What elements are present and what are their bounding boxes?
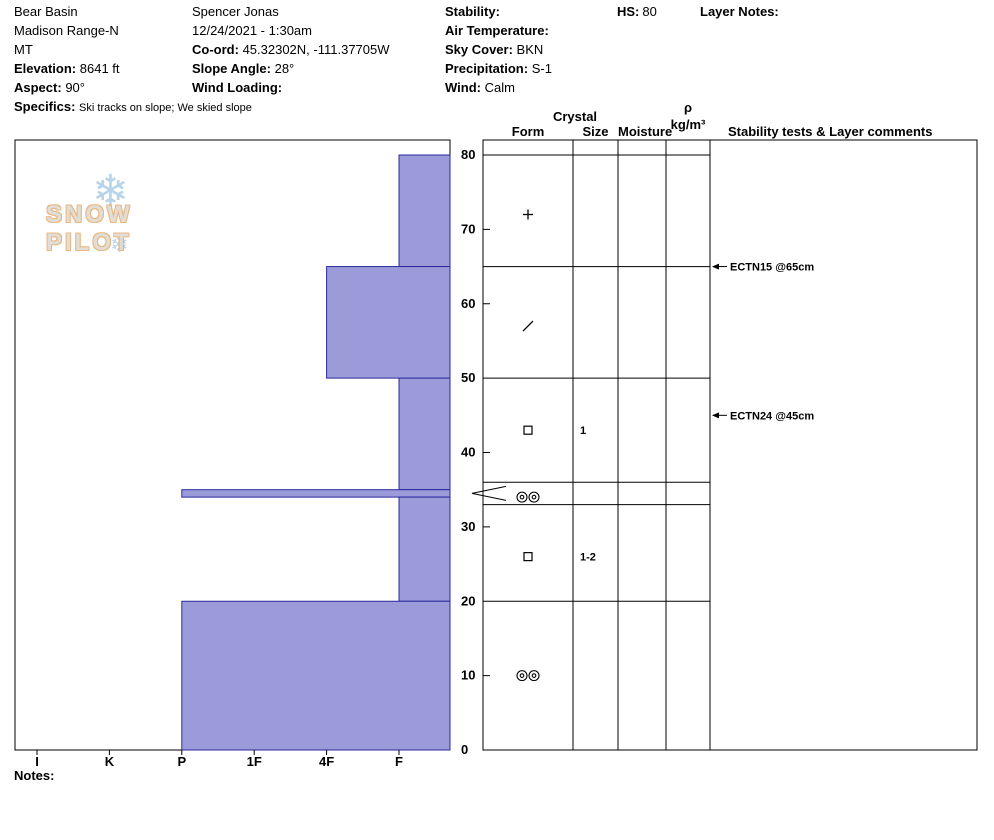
header-weather-block: Stability: Air Temperature: Sky Cover: B…	[445, 2, 552, 97]
slope-angle-value: 28°	[274, 61, 295, 76]
sky-cover-line: Sky Cover: BKN	[445, 40, 552, 59]
grid-border	[482, 139, 978, 751]
grain-circle-icon	[531, 673, 537, 678]
x-axis-label: P	[177, 754, 186, 769]
y-axis-label: 30	[461, 519, 475, 534]
hardness-bar-F	[398, 377, 451, 491]
hs-label: HS:	[617, 4, 640, 19]
grain-circle-icon	[516, 491, 528, 503]
air-temp-line: Air Temperature:	[445, 21, 552, 40]
y-axis-label: 70	[461, 221, 475, 236]
precip-label: Precipitation:	[445, 61, 529, 76]
test-arrow-icon	[712, 412, 719, 419]
air-temp-label: Air Temperature:	[445, 23, 549, 38]
grain-circle-icon	[516, 670, 528, 682]
wind-label: Wind:	[445, 80, 481, 95]
coord-label: Co-ord:	[192, 42, 239, 57]
snowflake-icon: ❄	[92, 167, 129, 216]
mountain-range: Madison Range-N	[14, 23, 119, 38]
y-axis-label: 20	[461, 593, 475, 608]
grain-square-icon	[523, 425, 533, 435]
header-observer-block: Spencer Jonas 12/24/2021 - 1:30am Co-ord…	[192, 2, 390, 97]
grain-circle-icon	[528, 670, 540, 682]
wind-value: Calm	[484, 80, 515, 95]
wind-line: Wind: Calm	[445, 78, 552, 97]
y-axis-label: 60	[461, 296, 475, 311]
specifics-line: Specifics: Ski tracks on slope; We skied…	[14, 99, 252, 116]
coord-value: 45.32302N, -111.37705W	[242, 42, 390, 57]
hardness-bar-4F	[326, 266, 451, 379]
layer-of-concern-marker	[471, 485, 507, 501]
watermark-text: SNOW PILOT	[46, 201, 133, 256]
size-header: Size	[582, 124, 609, 139]
hardness-bar-F	[398, 496, 451, 602]
grain-size-value: 1	[580, 425, 586, 437]
x-axis-label: 4F	[319, 754, 334, 769]
slope-angle-label: Slope Angle:	[192, 61, 271, 76]
test-arrow-icon	[712, 263, 719, 270]
stability-label: Stability:	[445, 4, 500, 19]
aspect-label: Aspect:	[14, 80, 62, 95]
wind-loading-line: Wind Loading:	[192, 78, 390, 97]
specifics-label: Specifics:	[14, 99, 76, 114]
elevation-label: Elevation:	[14, 61, 77, 76]
sky-cover-label: Sky Cover:	[445, 42, 513, 57]
layer-notes-label: Layer Notes:	[700, 4, 779, 19]
density-header: ρ	[683, 100, 693, 115]
grain-circle-icon	[531, 494, 537, 500]
coord-line: Co-ord: 45.32302N, -111.37705W	[192, 40, 390, 59]
moisture-header: Moisture	[618, 124, 673, 139]
grain-circle-icon	[528, 491, 540, 503]
crystal-header: Crystal	[552, 109, 598, 124]
test-result-label: ECTN15 @65cm	[730, 262, 814, 274]
precip-line: Precipitation: S-1	[445, 59, 552, 78]
site-name: Bear Basin	[14, 4, 78, 19]
y-axis-label: 40	[461, 445, 475, 460]
grain-circle-icon	[519, 673, 525, 678]
test-result-label: ECTN24 @45cm	[730, 410, 814, 422]
grain-square-icon	[523, 552, 533, 562]
observer-name: Spencer Jonas	[192, 4, 279, 19]
stability-line: Stability:	[445, 2, 552, 21]
form-header: Form	[511, 124, 545, 139]
x-axis-label: K	[105, 754, 115, 769]
elevation-value: 8641 ft	[79, 61, 120, 76]
x-axis-label: I	[35, 754, 39, 769]
x-axis-label: 1F	[247, 754, 262, 769]
grain-size-value: 1-2	[580, 552, 596, 564]
stability-tests-header: Stability tests & Layer comments	[728, 124, 933, 139]
specifics-value: Ski tracks on slope; We skied slope	[79, 102, 252, 114]
state: MT	[14, 42, 33, 57]
slope-angle-line: Slope Angle: 28°	[192, 59, 390, 78]
aspect-value: 90°	[65, 80, 85, 95]
y-axis-label: 10	[461, 668, 475, 683]
x-axis-label: F	[395, 754, 403, 769]
precip-value: S-1	[531, 61, 552, 76]
y-axis-label: 80	[461, 147, 475, 162]
hardness-bar-P	[181, 600, 451, 751]
hardness-bar-F	[398, 154, 451, 268]
header-location-block: Bear Basin Madison Range-N MT Elevation:…	[14, 2, 120, 97]
y-axis-label: 0	[461, 742, 468, 757]
hardness-bar-P	[181, 489, 451, 498]
elevation-line: Elevation: 8641 ft	[14, 59, 120, 78]
notes-label: Notes:	[14, 768, 55, 783]
density-units-label: kg/m³	[670, 117, 706, 132]
snowflake-icon: ❄	[110, 232, 129, 257]
grain-circle-icon	[519, 494, 525, 500]
sky-cover-value: BKN	[516, 42, 544, 57]
grain-slash-icon	[522, 320, 534, 332]
hs-line: HS: 80	[617, 4, 657, 19]
y-axis-label: 50	[461, 370, 475, 385]
hs-value: 80	[642, 4, 657, 19]
wind-loading-label: Wind Loading:	[192, 80, 283, 95]
pit-datetime: 12/24/2021 - 1:30am	[192, 23, 312, 38]
aspect-line: Aspect: 90°	[14, 78, 120, 97]
